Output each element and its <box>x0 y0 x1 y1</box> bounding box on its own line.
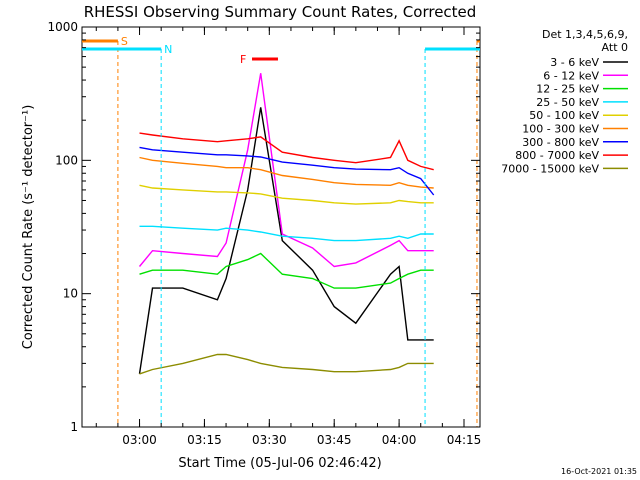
y-tick-label-100: 100 <box>55 153 78 167</box>
series-line-6-12-kev <box>138 73 434 268</box>
series-line-800-7000-kev <box>139 132 434 171</box>
legend-label-3-6-kev: 3 - 6 keV <box>550 56 599 69</box>
flag-layer: S N F <box>82 35 480 427</box>
x-axis-label: Start Time (05-Jul-06 02:46:42) <box>178 456 381 471</box>
y-tick-label-10: 10 <box>63 287 78 301</box>
series-layer <box>138 73 435 375</box>
legend-label-100-300-kev: 100 - 300 keV <box>522 123 599 136</box>
y-tick-label-1: 1 <box>70 420 78 434</box>
legend-label-6-12-kev: 6 - 12 keV <box>543 69 599 82</box>
x-tick-label-03-15: 03:15 <box>187 433 222 447</box>
series-line-7000-15000-kev <box>139 353 434 375</box>
flag-label-n: N <box>164 43 172 56</box>
y-axis-label: Corrected Count Rate (s⁻¹ detector⁻¹) <box>21 105 36 350</box>
y-tick-label-1000: 1000 <box>47 20 78 34</box>
x-tick-label-03-45: 03:45 <box>317 433 352 447</box>
series-line-12-25-kev <box>139 252 434 289</box>
legend-label-800-7000-kev: 800 - 7000 keV <box>515 149 599 162</box>
legend-label-25-50-kev: 25 - 50 keV <box>536 96 599 109</box>
x-tick-label-04-00: 04:00 <box>382 433 417 447</box>
series-line-25-50-kev <box>139 225 434 242</box>
legend-title-line2: Att 0 <box>602 41 628 54</box>
generated-timestamp: 16-Oct-2021 01:35 <box>561 467 637 476</box>
legend-label-50-100-kev: 50 - 100 keV <box>529 109 599 122</box>
x-tick-label-03-30: 03:30 <box>252 433 287 447</box>
plot-area: S N F 03:00 03:15 03:30 03:45 04:00 04:15 1 10 100… <box>47 20 481 447</box>
series-line-50-100-kev <box>139 184 434 205</box>
legend-label-7000-15000-kev: 7000 - 15000 keV <box>501 162 599 175</box>
series-line-300-800-kev <box>139 146 435 196</box>
x-tick-label-03-00: 03:00 <box>122 433 157 447</box>
x-tick-label-04-15: 04:15 <box>447 433 482 447</box>
legend-label-12-25-kev: 12 - 25 keV <box>536 83 599 96</box>
tick-layer: 03:00 03:15 03:30 03:45 04:00 04:15 1 10 100 1000 <box>47 20 481 447</box>
flag-label-s: S <box>121 35 128 48</box>
series-line-3-6-kev <box>138 107 434 375</box>
chart-title: RHESSI Observing Summary Count Rates, Co… <box>84 3 477 21</box>
plot-frame <box>81 26 481 428</box>
flag-label-f: F <box>240 53 246 66</box>
legend-title-line1: Det 1,3,4,5,6,9, <box>542 28 628 41</box>
series-line-100-300-kev <box>139 156 434 189</box>
legend-label-300-800-kev: 300 - 800 keV <box>522 136 599 149</box>
